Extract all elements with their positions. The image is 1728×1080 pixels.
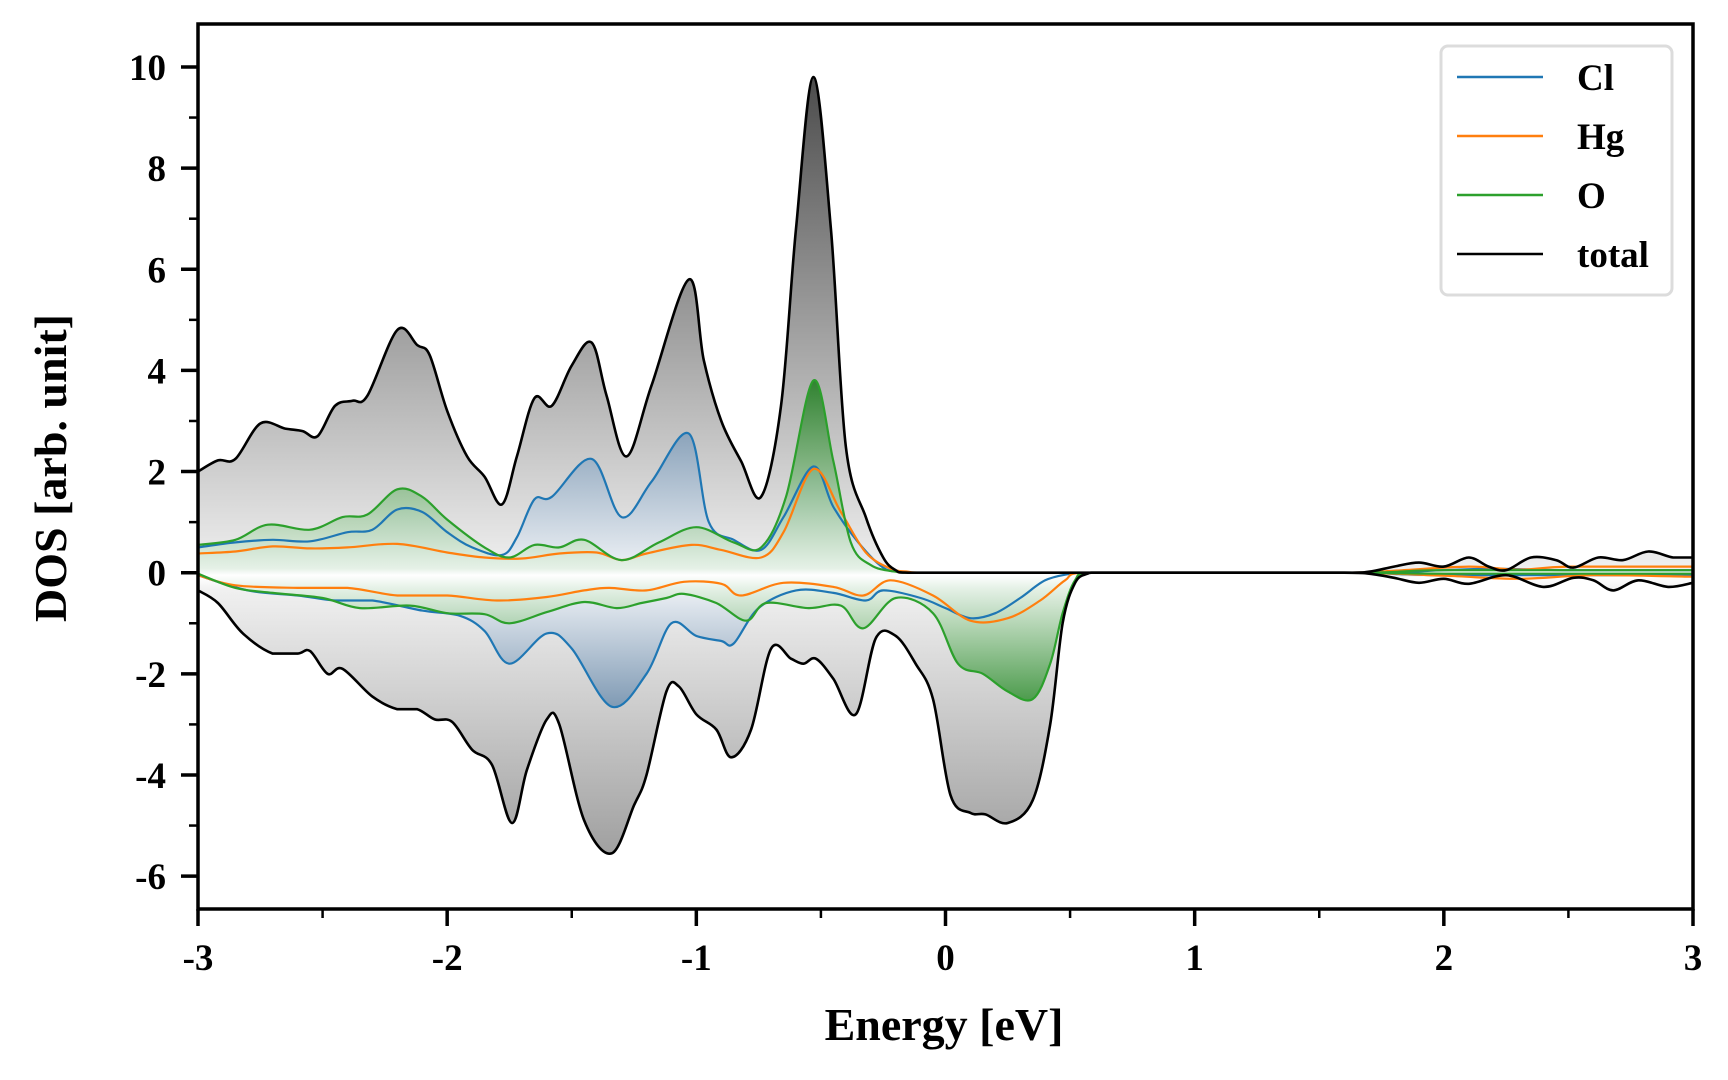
x-tick-label: -3 (183, 938, 214, 979)
x-tick-label: 1 (1185, 938, 1204, 979)
legend-entry-total: total (1457, 235, 1649, 276)
y-tick-label: -6 (135, 857, 166, 898)
y-tick-label: 6 (148, 250, 167, 291)
x-axis-ticks (196, 909, 1695, 926)
y-tick-label: 10 (129, 48, 166, 89)
x-tick-label: -2 (432, 938, 463, 979)
y-tick-label: -2 (135, 655, 166, 696)
legend: Cl Hg O total (1439, 44, 1674, 297)
legend-box (1439, 44, 1674, 297)
series-lines (198, 75, 1693, 855)
legend-label-o: O (1577, 176, 1606, 217)
series-line-total-up (198, 75, 1693, 575)
y-tick-label: 8 (148, 149, 167, 190)
legend-label-hg: Hg (1577, 117, 1625, 158)
y-axis-title: DOS [arb. unit] (25, 314, 76, 622)
legend-entry-o: O (1457, 176, 1606, 217)
x-tick-labels: -3 -2 -1 0 1 2 3 (183, 938, 1703, 979)
area-fill-cl-up (198, 432, 1693, 573)
legend-label-total: total (1577, 235, 1649, 276)
x-tick-label: 0 (936, 938, 955, 979)
area-fill-total-up (198, 77, 1693, 573)
plot-frame (196, 22, 1695, 911)
area-fill-cl-down (198, 572, 1693, 708)
y-tick-label: -4 (135, 756, 166, 797)
y-tick-label: 2 (148, 453, 167, 494)
plot-area (198, 75, 1693, 855)
legend-label-cl: Cl (1577, 58, 1614, 99)
x-tick-label: 2 (1435, 938, 1454, 979)
x-tick-label: -1 (681, 938, 712, 979)
legend-entry-hg: Hg (1457, 117, 1625, 158)
y-axis-ticks (181, 65, 198, 878)
y-tick-labels: -6 -4 -2 0 2 4 6 8 10 (129, 48, 166, 898)
legend-entry-cl: Cl (1457, 58, 1614, 99)
x-tick-label: 3 (1684, 938, 1703, 979)
x-axis-title: Energy [eV] (825, 999, 1064, 1050)
series-line-total-down (198, 571, 1693, 855)
y-tick-label: 0 (148, 554, 167, 595)
y-tick-label: 4 (148, 351, 167, 392)
area-fill-o-up (198, 380, 1693, 573)
